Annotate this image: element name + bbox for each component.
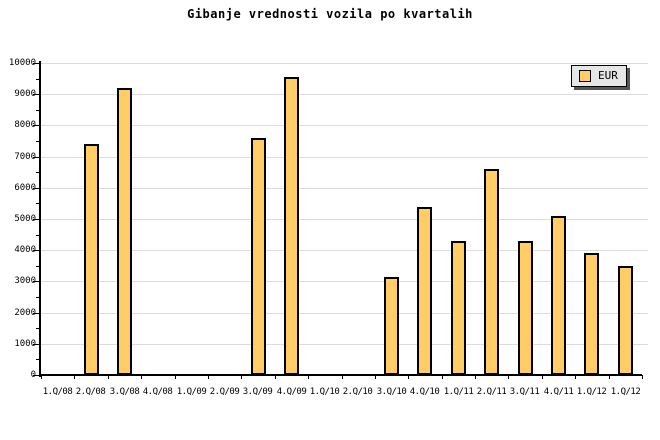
x-tick xyxy=(74,375,75,379)
y-minor-tick xyxy=(36,359,39,360)
gridline xyxy=(41,281,648,282)
x-tick xyxy=(408,375,409,379)
x-axis-label: 1.Q/12 xyxy=(610,387,641,397)
chart-title: Gibanje vrednosti vozila po kvartalih xyxy=(187,7,473,21)
bar xyxy=(451,241,466,375)
y-axis-label: 1000 xyxy=(14,339,36,349)
y-major-tick xyxy=(33,375,39,376)
x-axis-label: 2.Q/11 xyxy=(476,387,507,397)
y-major-tick xyxy=(33,313,39,314)
bar xyxy=(618,266,633,375)
x-axis-label: 2.Q/08 xyxy=(75,387,106,397)
y-minor-tick xyxy=(36,79,39,80)
gridline xyxy=(41,157,648,158)
x-tick xyxy=(442,375,443,379)
x-tick xyxy=(575,375,576,379)
y-axis-label: 2000 xyxy=(14,308,36,318)
y-axis-label: 4000 xyxy=(14,245,36,255)
y-minor-tick xyxy=(36,266,39,267)
y-axis-label: 0 xyxy=(30,370,36,380)
x-axis-label: 2.Q/09 xyxy=(209,387,240,397)
x-axis-label: 4.Q/08 xyxy=(142,387,173,397)
bar xyxy=(251,138,266,375)
legend: EUR xyxy=(571,65,627,87)
bar xyxy=(518,241,533,375)
y-major-tick xyxy=(33,219,39,220)
y-major-tick xyxy=(33,94,39,95)
y-major-tick xyxy=(33,188,39,189)
x-tick xyxy=(241,375,242,379)
y-major-tick xyxy=(33,344,39,345)
gridline xyxy=(41,219,648,220)
y-axis-label: 3000 xyxy=(14,276,36,286)
x-axis-label: 3.Q/10 xyxy=(376,387,407,397)
x-tick xyxy=(141,375,142,379)
x-tick xyxy=(275,375,276,379)
x-tick xyxy=(208,375,209,379)
x-axis-label: 4.Q/09 xyxy=(276,387,307,397)
y-minor-tick xyxy=(36,328,39,329)
x-tick xyxy=(108,375,109,379)
x-tick xyxy=(475,375,476,379)
y-axis-label: 7000 xyxy=(14,152,36,162)
y-major-tick xyxy=(33,125,39,126)
x-tick xyxy=(308,375,309,379)
x-axis-label: 1.Q/08 xyxy=(42,387,73,397)
gridline xyxy=(41,313,648,314)
x-axis-label: 1.Q/09 xyxy=(176,387,207,397)
y-axis-label: 5000 xyxy=(14,214,36,224)
bar xyxy=(484,169,499,375)
y-major-tick xyxy=(33,63,39,64)
y-major-tick xyxy=(33,250,39,251)
x-tick xyxy=(375,375,376,379)
x-tick xyxy=(542,375,543,379)
x-axis-label: 4.Q/11 xyxy=(543,387,574,397)
y-minor-tick xyxy=(36,172,39,173)
y-minor-tick xyxy=(36,235,39,236)
x-tick xyxy=(508,375,509,379)
legend-label: EUR xyxy=(598,69,618,82)
x-axis-line xyxy=(39,374,642,376)
y-axis-label: 8000 xyxy=(14,120,36,130)
y-minor-tick xyxy=(36,110,39,111)
bar xyxy=(84,144,99,375)
bar xyxy=(584,253,599,375)
x-tick xyxy=(642,375,643,379)
x-tick xyxy=(342,375,343,379)
bar xyxy=(417,207,432,375)
y-minor-tick xyxy=(36,297,39,298)
y-axis-label: 10000 xyxy=(8,58,36,68)
x-axis-label: 1.Q/10 xyxy=(309,387,340,397)
x-tick xyxy=(609,375,610,379)
y-axis-label: 6000 xyxy=(14,183,36,193)
bar xyxy=(117,88,132,375)
x-axis-label: 1.Q/12 xyxy=(576,387,607,397)
bar xyxy=(384,277,399,375)
x-tick xyxy=(41,375,42,379)
gridline xyxy=(41,94,648,95)
gridline xyxy=(41,188,648,189)
gridline xyxy=(41,63,648,64)
gridline xyxy=(41,250,648,251)
x-axis-label: 4.Q/10 xyxy=(409,387,440,397)
y-major-tick xyxy=(33,157,39,158)
y-axis-label: 9000 xyxy=(14,89,36,99)
x-axis-label: 3.Q/08 xyxy=(109,387,140,397)
x-tick xyxy=(175,375,176,379)
y-minor-tick xyxy=(36,141,39,142)
bar xyxy=(284,77,299,375)
x-axis-label: 1.Q/11 xyxy=(443,387,474,397)
bar xyxy=(551,216,566,375)
legend-swatch xyxy=(579,70,591,82)
y-major-tick xyxy=(33,281,39,282)
y-minor-tick xyxy=(36,203,39,204)
x-axis-label: 3.Q/09 xyxy=(242,387,273,397)
gridline xyxy=(41,125,648,126)
gridline xyxy=(41,344,648,345)
y-axis-line xyxy=(39,61,41,377)
x-axis-label: 3.Q/11 xyxy=(509,387,540,397)
x-axis-label: 2.Q/10 xyxy=(342,387,373,397)
